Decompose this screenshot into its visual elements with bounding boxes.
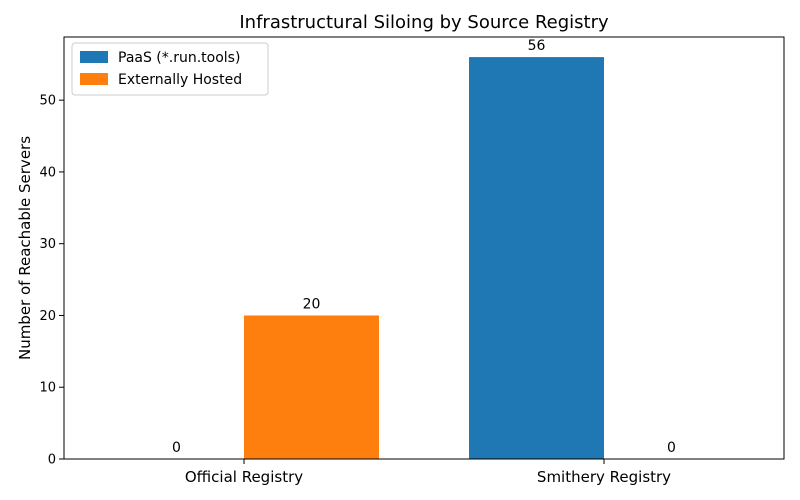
x-tick-label: Official Registry xyxy=(185,468,303,486)
bar-value-label: 56 xyxy=(528,38,546,54)
legend-swatch xyxy=(80,51,108,63)
legend-frame xyxy=(71,42,269,96)
bar xyxy=(244,315,379,459)
plot-area: 0 10 20 30 40 50 0 20 Official Registry 56 0 Smithe… xyxy=(39,38,676,486)
legend: PaaS (*.run.tools) Externally Hosted xyxy=(71,42,269,96)
legend-label: Externally Hosted xyxy=(118,72,242,88)
bar-value-label: 0 xyxy=(172,440,181,456)
y-tick-label: 40 xyxy=(39,165,56,180)
legend-swatch xyxy=(80,73,108,85)
bar-value-label: 20 xyxy=(303,296,321,312)
y-tick-label: 0 xyxy=(48,453,56,468)
y-tick-label: 10 xyxy=(39,381,56,396)
chart-title: Infrastructural Siloing by Source Regist… xyxy=(239,12,609,33)
legend-label: PaaS (*.run.tools) xyxy=(118,50,240,66)
bar xyxy=(469,57,604,459)
y-tick-label: 30 xyxy=(39,237,56,252)
bar-value-label: 0 xyxy=(667,440,676,456)
x-tick-label: Smithery Registry xyxy=(537,468,671,486)
y-axis-label: Number of Reachable Servers xyxy=(16,136,34,360)
plot-frame xyxy=(63,36,785,460)
y-tick-label: 50 xyxy=(39,94,56,109)
y-tick-label: 20 xyxy=(39,309,56,324)
